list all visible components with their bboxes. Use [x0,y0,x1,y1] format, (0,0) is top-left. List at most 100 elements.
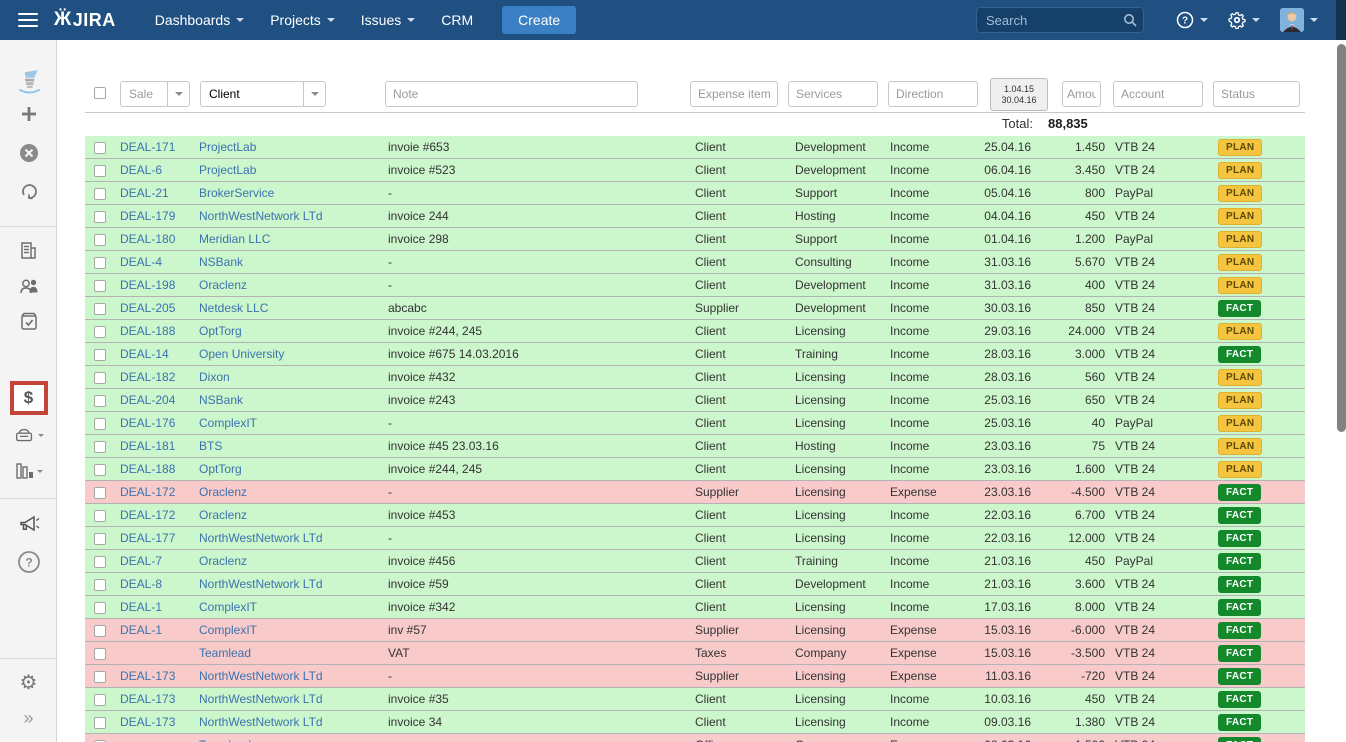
row-checkbox[interactable] [94,532,106,545]
status-badge[interactable]: PLAN [1218,207,1263,225]
row-checkbox[interactable] [94,210,106,223]
client-link[interactable]: OptTorg [199,324,242,338]
direction-filter-input[interactable] [888,81,978,107]
help-menu[interactable]: ? [1176,11,1208,29]
client-link[interactable]: OptTorg [199,462,242,476]
status-badge[interactable]: FACT [1218,345,1262,363]
status-badge[interactable]: PLAN [1218,138,1263,156]
hamburger-icon[interactable] [18,13,38,27]
status-badge[interactable]: FACT [1218,552,1262,570]
status-badge[interactable]: FACT [1218,667,1262,685]
sidebar-item-transactions[interactable]: $ [0,381,57,415]
client-link[interactable]: Oraclenz [199,508,248,522]
client-link[interactable]: NorthWestNetwork LTd [199,692,323,706]
client-link[interactable]: Teamlead [199,738,251,742]
status-badge[interactable]: PLAN [1218,230,1263,248]
sidebar-expand[interactable]: » [0,708,57,729]
client-link[interactable]: NorthWestNetwork LTd [199,669,323,683]
deal-key-link[interactable]: DEAL-8 [120,577,163,591]
deal-key-link[interactable]: DEAL-1 [120,623,163,637]
deal-key-link[interactable]: DEAL-182 [120,370,176,384]
crm-logo[interactable] [0,68,57,96]
status-badge[interactable]: PLAN [1218,184,1263,202]
deal-key-link[interactable]: DEAL-171 [120,140,176,154]
menu-issues[interactable]: Issues [361,12,416,28]
deal-key-link[interactable]: DEAL-204 [120,393,176,407]
client-filter[interactable]: Client [200,81,326,107]
client-link[interactable]: NSBank [199,393,244,407]
sidebar-item-contacts[interactable] [0,275,57,297]
client-link[interactable]: BTS [199,439,223,453]
deal-key-link[interactable]: DEAL-198 [120,278,176,292]
row-checkbox[interactable] [94,417,106,430]
row-checkbox[interactable] [94,463,106,476]
row-checkbox[interactable] [94,578,106,591]
date-range-filter[interactable]: 1.04.15 30.04.16 [990,78,1048,111]
sidebar-item-announcements[interactable] [0,513,57,535]
client-link[interactable]: Oraclenz [199,554,248,568]
clear-filter-button[interactable] [0,143,57,163]
deal-key-link[interactable]: DEAL-176 [120,416,176,430]
row-checkbox[interactable] [94,233,106,246]
deal-key-link[interactable]: DEAL-21 [120,186,169,200]
row-checkbox[interactable] [94,509,106,522]
menu-crm[interactable]: CRM [441,12,474,28]
status-badge[interactable]: PLAN [1218,460,1263,478]
deal-key-link[interactable]: DEAL-188 [120,324,176,338]
status-badge[interactable]: FACT [1218,690,1262,708]
row-checkbox[interactable] [94,486,106,499]
deal-key-link[interactable]: DEAL-4 [120,255,163,269]
chevron-down-icon[interactable] [303,82,325,106]
client-link[interactable]: Oraclenz [199,485,248,499]
amount-filter-input[interactable] [1062,81,1101,107]
row-checkbox[interactable] [94,141,106,154]
row-checkbox[interactable] [94,624,106,637]
services-filter-input[interactable] [788,81,878,107]
deal-key-link[interactable]: DEAL-173 [120,715,176,729]
client-link[interactable]: BrokerService [199,186,275,200]
status-badge[interactable]: PLAN [1218,437,1263,455]
row-checkbox[interactable] [94,187,106,200]
user-menu[interactable] [1280,8,1318,32]
row-checkbox[interactable] [94,302,106,315]
deal-key-link[interactable]: DEAL-181 [120,439,176,453]
row-checkbox[interactable] [94,256,106,269]
status-badge[interactable]: FACT [1218,736,1262,742]
status-badge[interactable]: FACT [1218,598,1262,616]
client-link[interactable]: NSBank [199,255,244,269]
search-input[interactable] [976,7,1144,33]
status-badge[interactable]: FACT [1218,529,1262,547]
sidebar-item-products[interactable] [0,311,57,333]
row-checkbox[interactable] [94,647,106,660]
row-checkbox[interactable] [94,164,106,177]
row-checkbox[interactable] [94,279,106,292]
status-badge[interactable]: FACT [1218,483,1262,501]
client-link[interactable]: ComplexIT [199,623,258,637]
menu-projects[interactable]: Projects [270,12,335,28]
scrollbar-thumb[interactable] [1337,44,1346,432]
deal-key-link[interactable]: DEAL-14 [120,347,169,361]
deal-key-link[interactable]: DEAL-205 [120,301,176,315]
chevron-down-icon[interactable] [167,82,189,106]
status-filter-input[interactable] [1213,81,1300,107]
deal-key-link[interactable]: DEAL-173 [120,669,176,683]
deal-key-link[interactable]: DEAL-172 [120,485,176,499]
client-link[interactable]: ComplexIT [199,600,258,614]
client-link[interactable]: ProjectLab [199,163,257,177]
status-badge[interactable]: FACT [1218,713,1262,731]
status-badge[interactable]: FACT [1218,621,1262,639]
client-link[interactable]: Open University [199,347,285,361]
status-badge[interactable]: PLAN [1218,414,1263,432]
select-all-checkbox[interactable] [94,87,106,99]
row-checkbox[interactable] [94,716,106,729]
client-link[interactable]: Netdesk LLC [199,301,269,315]
status-badge[interactable]: PLAN [1218,368,1263,386]
sale-filter[interactable]: Sale [120,81,190,107]
row-checkbox[interactable] [94,348,106,361]
status-badge[interactable]: FACT [1218,506,1262,524]
sidebar-item-documents[interactable] [0,425,57,445]
deal-key-link[interactable]: DEAL-7 [120,554,163,568]
client-link[interactable]: Teamlead [199,646,252,660]
note-filter-input[interactable] [385,81,638,107]
client-link[interactable]: NorthWestNetwork LTd [199,577,323,591]
